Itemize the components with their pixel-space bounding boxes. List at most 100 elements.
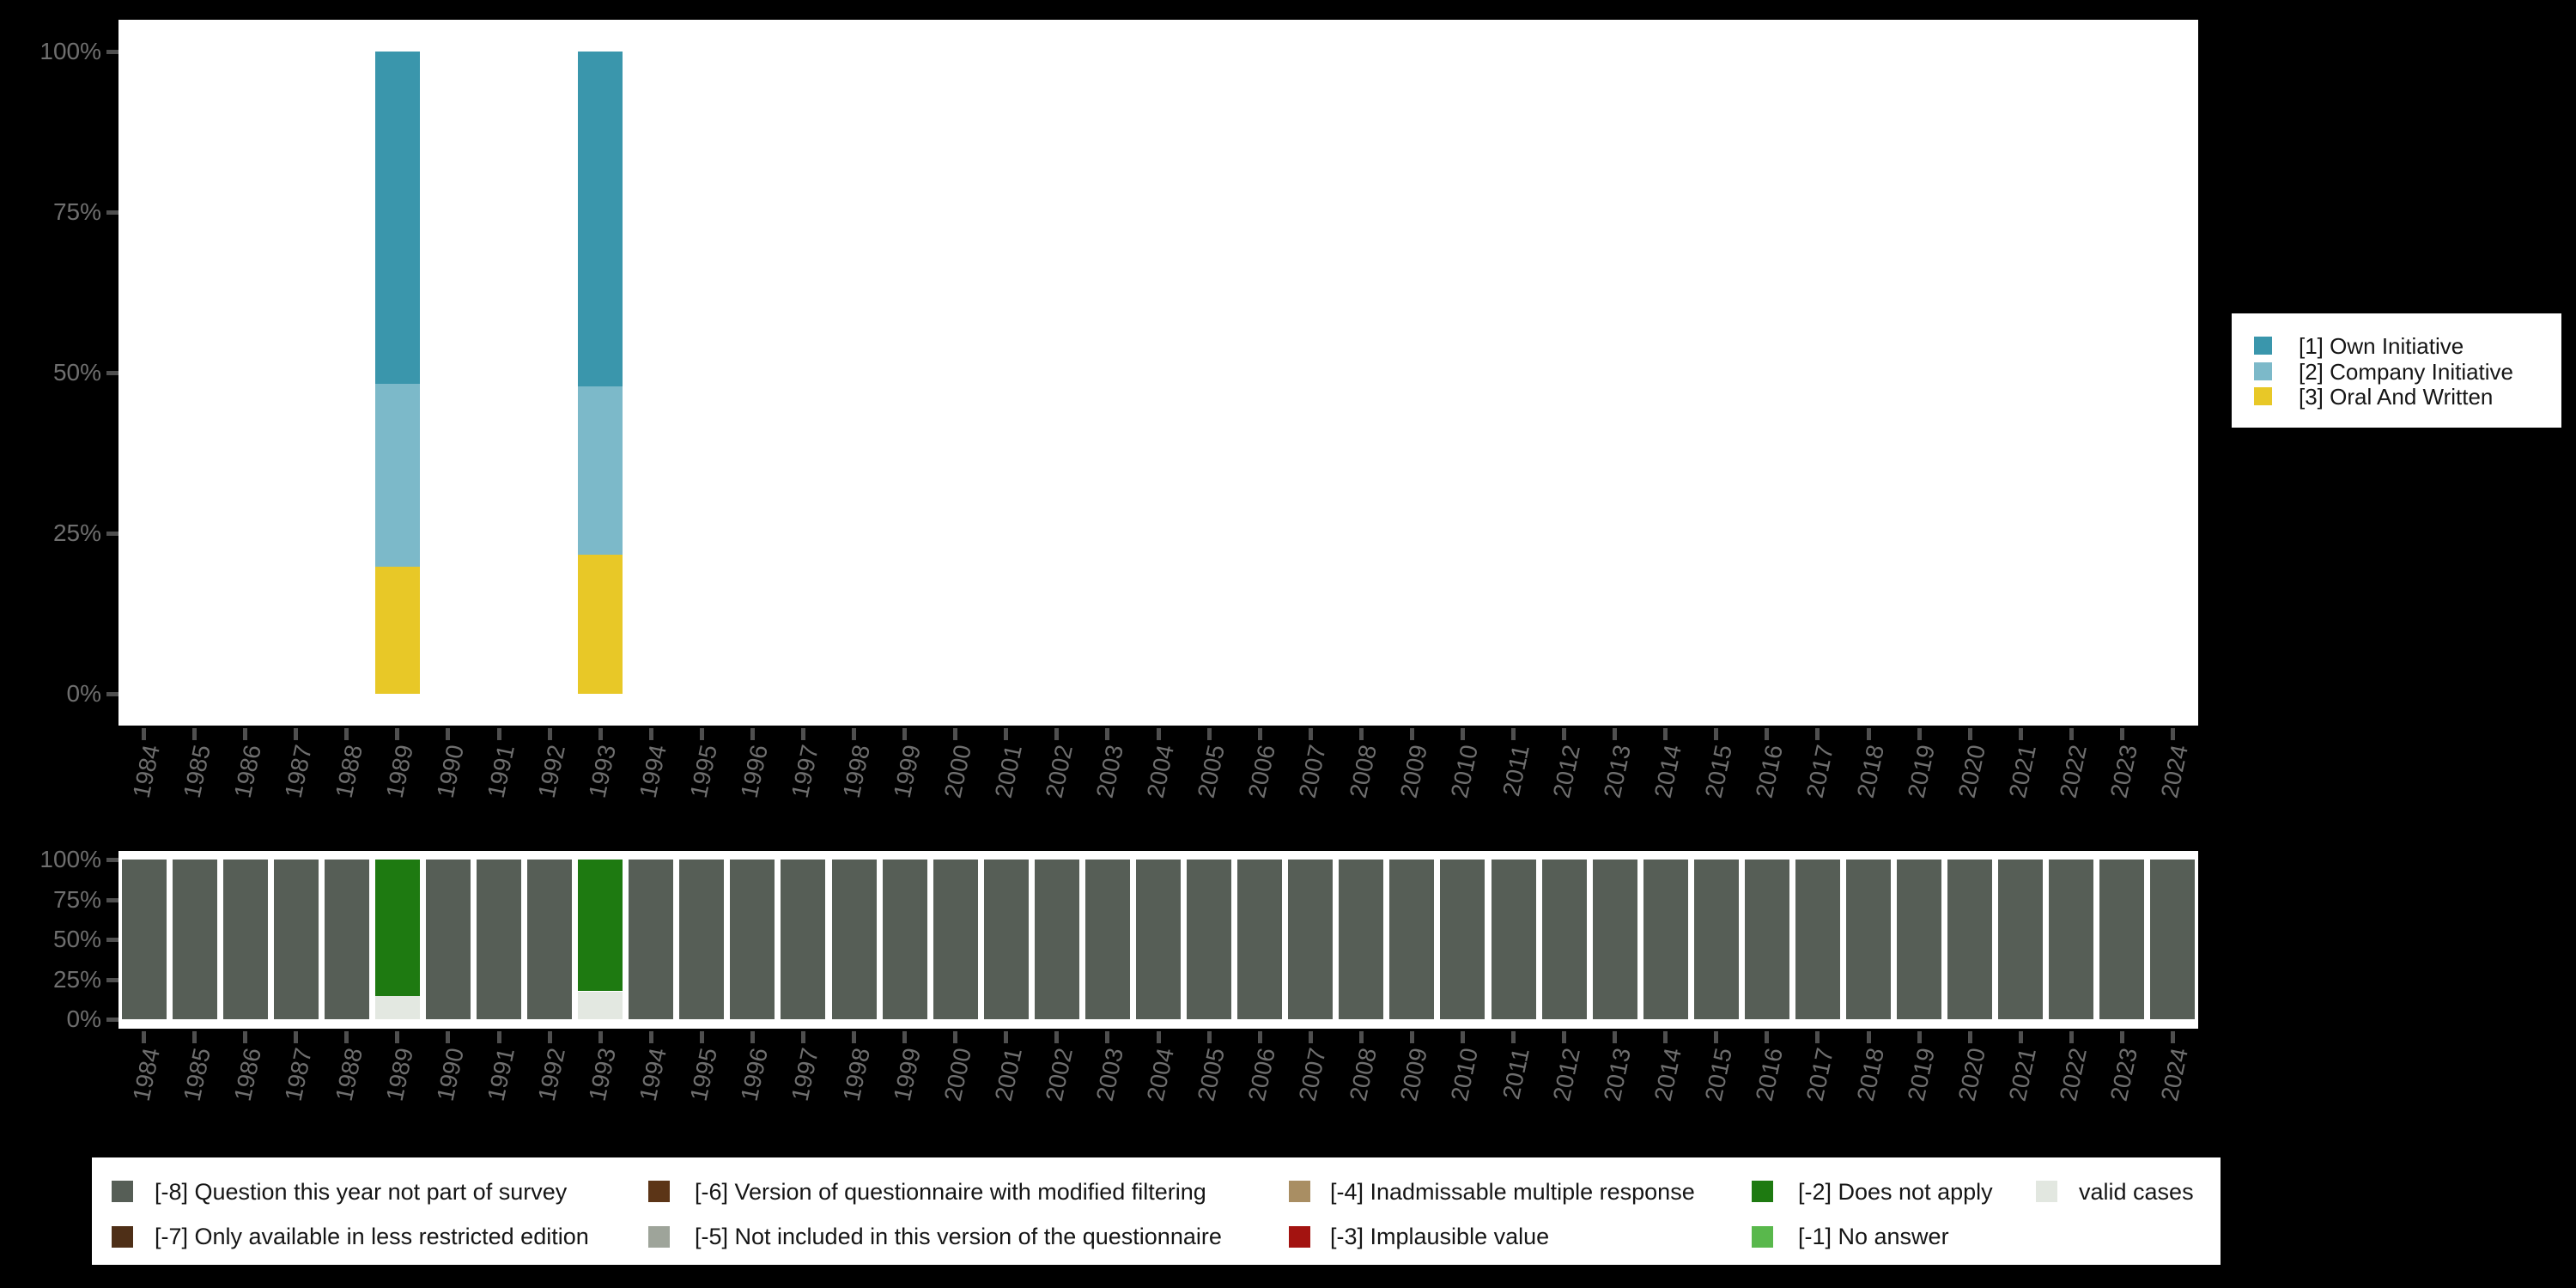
bar-segment[interactable] — [1187, 860, 1231, 1019]
bar-segment[interactable] — [375, 52, 420, 384]
bar-segment[interactable] — [578, 386, 623, 556]
bar-segment[interactable] — [1998, 860, 2043, 1019]
bar-segment[interactable] — [2099, 860, 2144, 1019]
bar-segment[interactable] — [578, 555, 623, 694]
x-axis-tick-label: 1996 — [735, 742, 773, 801]
legend-item-label: [-8] Question this year not part of surv… — [155, 1179, 568, 1205]
x-axis-tick-label: 2022 — [2054, 1045, 2092, 1104]
x-axis-tick-label: 2019 — [1902, 742, 1940, 801]
x-axis-tick-mark — [1562, 1031, 1566, 1043]
bar-segment[interactable] — [883, 860, 927, 1019]
x-axis-tick-mark — [700, 1031, 704, 1043]
y-axis-tick-label: 25% — [52, 966, 101, 993]
bar-segment[interactable] — [375, 995, 420, 1019]
x-axis-tick-mark — [497, 1031, 501, 1043]
x-axis-tick-label: 2010 — [1445, 742, 1483, 801]
bar-segment[interactable] — [578, 991, 623, 1019]
plot-panel — [118, 20, 2198, 726]
legend-color-swatch — [648, 1181, 670, 1202]
bar-segment[interactable] — [426, 860, 471, 1019]
bar-segment[interactable] — [1947, 860, 1992, 1019]
bar-segment[interactable] — [1237, 860, 1282, 1019]
bar-segment[interactable] — [1643, 860, 1688, 1019]
bar-segment[interactable] — [578, 52, 623, 386]
x-axis-tick-mark — [1309, 728, 1313, 740]
bar-segment[interactable] — [1035, 860, 1079, 1019]
bar-segment[interactable] — [1440, 860, 1485, 1019]
x-axis-tick-mark — [142, 1031, 146, 1043]
x-axis-tick-mark — [801, 728, 805, 740]
x-axis-tick-mark — [395, 728, 399, 740]
bar-segment[interactable] — [1897, 860, 1941, 1019]
bar-segment[interactable] — [375, 566, 420, 694]
bar-segment[interactable] — [527, 860, 572, 1019]
x-axis-tick-mark — [1663, 1031, 1668, 1043]
x-axis-tick-mark — [1968, 1031, 1972, 1043]
x-axis-tick-label: 1986 — [228, 742, 266, 801]
bar-segment[interactable] — [1136, 860, 1181, 1019]
legend-color-swatch — [1752, 1181, 1773, 1202]
x-axis-tick-mark — [1613, 728, 1617, 740]
bar-segment[interactable] — [1745, 860, 1789, 1019]
x-axis-tick-mark — [1867, 728, 1871, 740]
bar-segment[interactable] — [223, 860, 268, 1019]
x-axis-tick-mark — [1968, 728, 1972, 740]
bar-segment[interactable] — [1492, 860, 1536, 1019]
bar-segment[interactable] — [984, 860, 1029, 1019]
bar-segment[interactable] — [1389, 860, 1434, 1019]
bar-segment[interactable] — [679, 860, 724, 1019]
legend-color-swatch — [1289, 1226, 1310, 1248]
bar-segment[interactable] — [730, 860, 775, 1019]
x-axis-tick-label: 2011 — [1497, 742, 1534, 799]
x-axis-tick-label: 1985 — [178, 742, 216, 801]
bar-segment[interactable] — [1085, 860, 1130, 1019]
bar-segment[interactable] — [1593, 860, 1637, 1019]
bar-segment[interactable] — [2049, 860, 2093, 1019]
x-axis-tick-mark — [192, 1031, 197, 1043]
bar-segment[interactable] — [781, 860, 825, 1019]
bar-segment[interactable] — [832, 860, 877, 1019]
bar-segment[interactable] — [477, 860, 521, 1019]
x-axis-tick-label: 2022 — [2054, 742, 2092, 801]
bar-segment[interactable] — [1694, 860, 1739, 1019]
bar-segment[interactable] — [2150, 860, 2195, 1019]
x-axis-tick-mark — [1105, 1031, 1109, 1043]
x-axis-tick-mark — [2019, 1031, 2023, 1043]
x-axis-tick-label: 2008 — [1344, 1045, 1382, 1104]
x-axis-tick-label: 1993 — [583, 742, 621, 801]
x-axis-tick-mark — [902, 728, 907, 740]
x-axis-tick-mark — [953, 1031, 957, 1043]
x-axis-tick-mark — [649, 728, 653, 740]
legend-item-label: [-1] No answer — [1798, 1224, 1949, 1249]
x-axis-tick-label: 1997 — [786, 742, 823, 801]
x-axis-tick-label: 1995 — [684, 1045, 722, 1104]
x-axis-tick-mark — [2171, 1031, 2175, 1043]
bar-segment[interactable] — [1542, 860, 1587, 1019]
x-axis-tick-label: 2023 — [2105, 742, 2142, 801]
x-axis-tick-label: 2002 — [1040, 1045, 1078, 1104]
bar-segment[interactable] — [325, 860, 369, 1019]
x-axis-tick-mark — [1105, 728, 1109, 740]
bar-segment[interactable] — [1846, 860, 1891, 1019]
x-axis-tick-label: 1990 — [431, 742, 469, 801]
x-axis-tick-mark — [598, 1031, 603, 1043]
x-axis-tick-label: 1994 — [634, 1045, 671, 1104]
bar-segment[interactable] — [375, 860, 420, 996]
bar-segment[interactable] — [274, 860, 319, 1019]
bar-segment[interactable] — [933, 860, 978, 1019]
x-axis-tick-mark — [1410, 1031, 1414, 1043]
bar-segment[interactable] — [629, 860, 673, 1019]
x-axis-tick-mark — [902, 1031, 907, 1043]
bar-segment[interactable] — [578, 860, 623, 992]
bar-segment[interactable] — [122, 860, 167, 1019]
bar-segment[interactable] — [1795, 860, 1840, 1019]
bar-segment[interactable] — [1339, 860, 1383, 1019]
bar-segment[interactable] — [1288, 860, 1333, 1019]
x-axis-tick-label: 2016 — [1750, 742, 1788, 801]
x-axis-tick-label: 1999 — [888, 742, 926, 801]
x-axis-tick-label: 2024 — [2155, 742, 2193, 801]
x-axis-tick-label: 2021 — [2003, 1045, 2041, 1104]
x-axis-tick-label: 2000 — [939, 1045, 976, 1104]
bar-segment[interactable] — [173, 860, 217, 1019]
bar-segment[interactable] — [375, 383, 420, 567]
